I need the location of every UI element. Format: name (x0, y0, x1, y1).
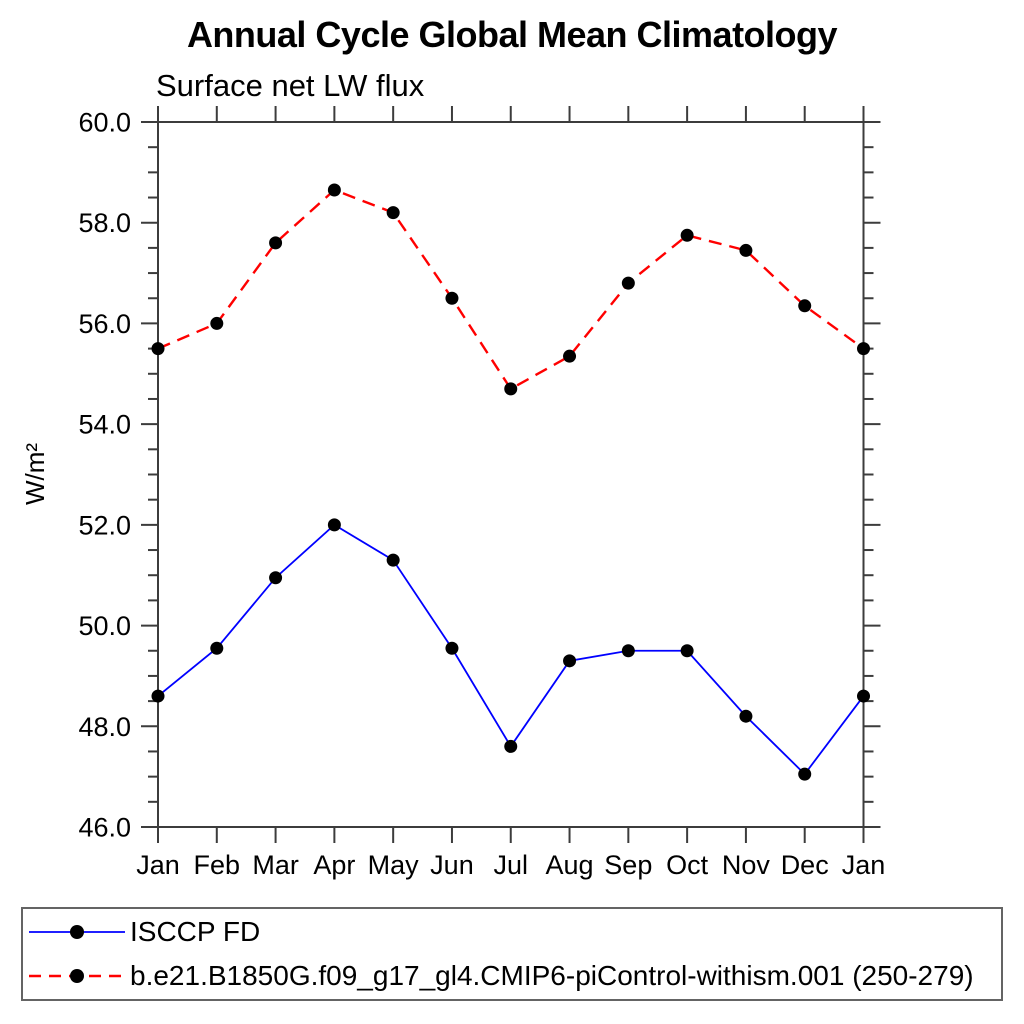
y-tick-label: 56.0 (78, 309, 131, 339)
plot-frame (157, 121, 865, 828)
series-0-marker (621, 644, 635, 658)
series-0-marker (210, 641, 224, 655)
chart-subtitle: Surface net LW flux (156, 68, 425, 103)
series-0-marker (680, 644, 694, 658)
legend-row-isccp: ISCCP FD (27, 910, 1001, 954)
series-1-marker (151, 342, 165, 356)
x-tick-label: Oct (666, 850, 709, 880)
series-1-marker (504, 382, 518, 396)
series-1-marker (327, 183, 341, 197)
legend: ISCCP FD b.e21.B1850G.f09_g17_gl4.CMIP6-… (21, 907, 1003, 1001)
legend-sample-marker (70, 925, 84, 939)
series-1-marker (798, 299, 812, 313)
x-tick-label: May (368, 850, 420, 880)
series-0-marker (504, 739, 518, 753)
y-axis-label: W/m² (20, 443, 50, 505)
x-tick-label: Jul (493, 850, 528, 880)
legend-row-model: b.e21.B1850G.f09_g17_gl4.CMIP6-piControl… (27, 954, 1001, 998)
series-0-marker (269, 571, 283, 585)
chart-title: Annual Cycle Global Mean Climatology (186, 14, 838, 55)
series-0-marker (857, 689, 870, 703)
series-0-marker (445, 641, 459, 655)
x-tick-label: Jun (430, 850, 474, 880)
x-tick-label: Nov (722, 850, 771, 880)
series-line-0 (157, 523, 865, 776)
series-1-marker (680, 228, 694, 242)
legend-label-isccp: ISCCP FD (130, 916, 261, 947)
x-tick-label: Apr (313, 850, 355, 880)
series-0-marker (798, 767, 812, 781)
x-tick-label: Jan (136, 850, 180, 880)
series-1-marker (210, 316, 224, 330)
series-1-marker (621, 276, 635, 290)
x-tick-label: Sep (604, 850, 652, 880)
y-tick-label: 46.0 (78, 813, 131, 843)
x-tick-label: Jan (842, 850, 886, 880)
series-1-marker (386, 206, 400, 220)
x-tick-label: Feb (194, 850, 241, 880)
x-tick-label: Mar (252, 850, 299, 880)
series-0-marker (563, 654, 577, 668)
x-tick-label: Dec (781, 850, 829, 880)
series-1-marker (739, 243, 753, 257)
y-tick-label: 50.0 (78, 611, 131, 641)
series-line-1 (157, 188, 865, 391)
legend-sample-marker (70, 969, 84, 983)
series-1-marker (269, 236, 283, 250)
series-0-marker (151, 689, 165, 703)
legend-label-model: b.e21.B1850G.f09_g17_gl4.CMIP6-piControl… (130, 960, 974, 991)
legend-line-sample-model (29, 969, 125, 983)
y-tick-label: 60.0 (78, 108, 131, 138)
legend-line-sample-isccp (29, 925, 125, 939)
series-0-marker (327, 518, 341, 532)
series-1-marker (445, 291, 459, 305)
series-1-marker (563, 349, 577, 363)
series-0-marker (386, 553, 400, 567)
y-tick-label: 54.0 (78, 410, 131, 440)
x-tick-label: Aug (546, 850, 594, 880)
series-0-marker (739, 709, 753, 723)
y-tick-label: 48.0 (78, 712, 131, 742)
y-tick-label: 58.0 (78, 208, 131, 238)
y-tick-label: 52.0 (78, 510, 131, 540)
series-1-marker (857, 342, 870, 356)
